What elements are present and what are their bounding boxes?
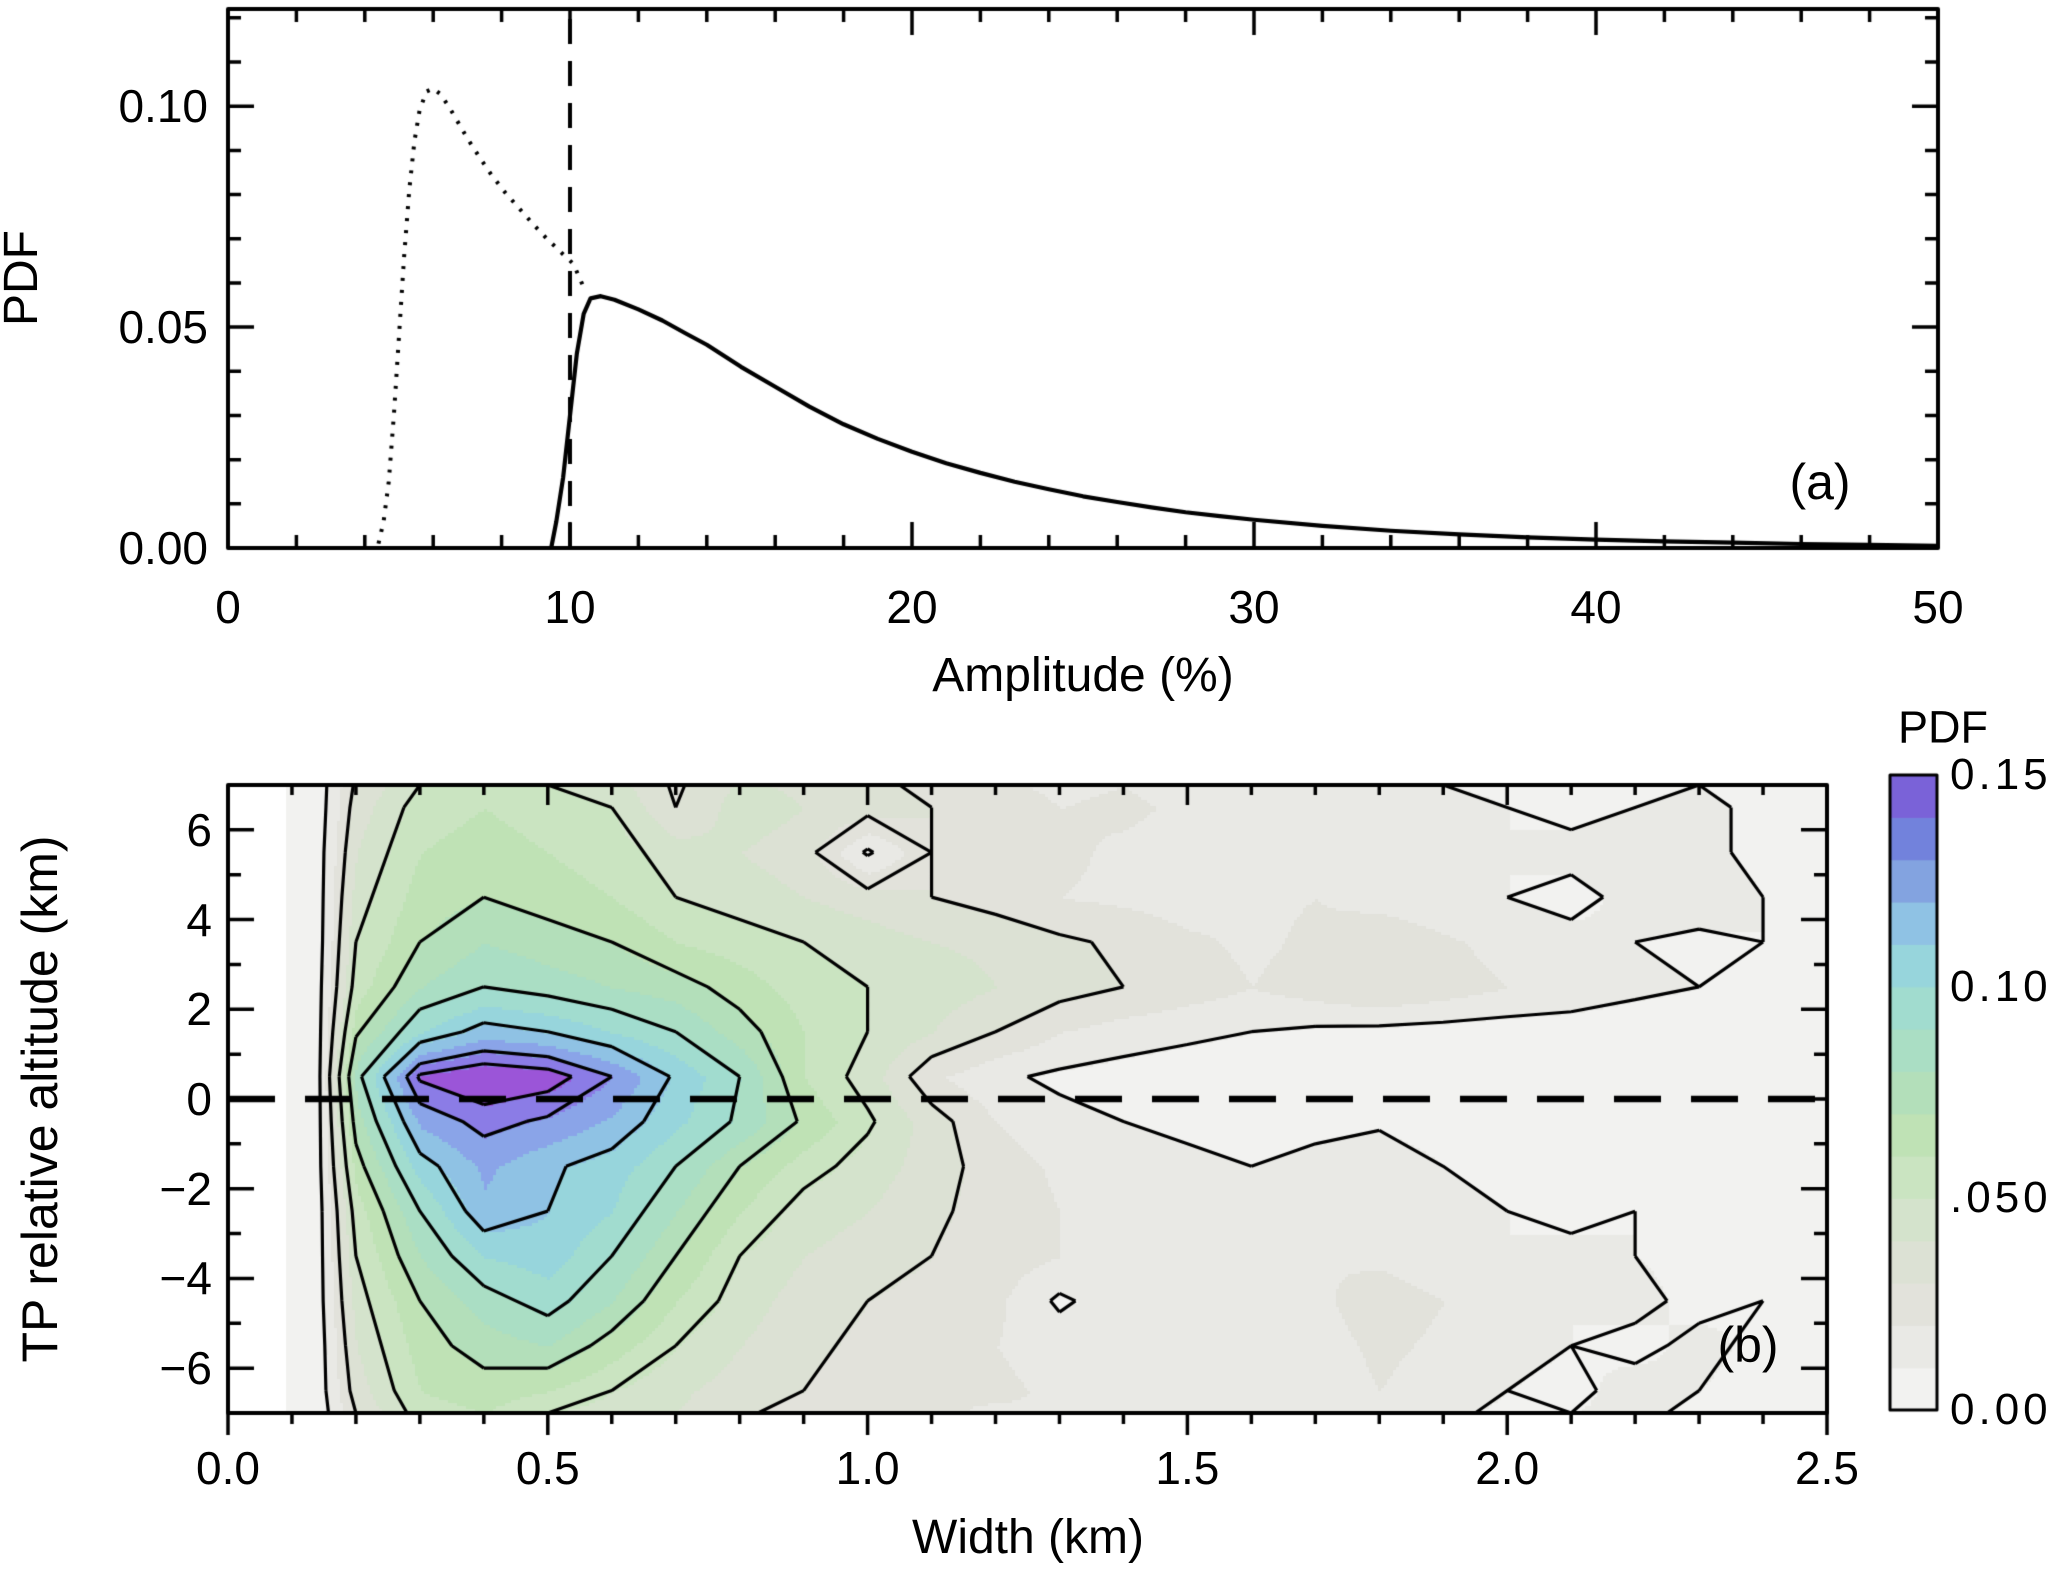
panel-b-x-tick-label: 2.5 <box>1795 1442 1859 1494</box>
panel-a-y-tick-label: 0.05 <box>118 301 208 354</box>
panel-b-x-tick-label: 2.0 <box>1475 1442 1540 1494</box>
panel-b-y-tick-label: 6 <box>186 803 212 856</box>
panel-b-x-tick-label: 0.5 <box>515 1442 580 1494</box>
panel-b-y-axis-title: TP relative altitude (km) <box>12 835 68 1363</box>
panel-b-x-tick-label: 0.0 <box>196 1442 260 1494</box>
panel-b-y-tick-label: −6 <box>159 1342 212 1395</box>
panel-a-y-tick-label: 0.10 <box>118 80 208 133</box>
panel-b-x-tick-label: 1.5 <box>1155 1442 1220 1494</box>
colorbar-tick-label: .050 <box>1950 1173 2052 1223</box>
panel-a-y-tick-label: 0.00 <box>118 522 208 574</box>
panel-a-x-tick-label: 0 <box>215 581 241 633</box>
panel-a-x-tick-label: 20 <box>886 581 938 633</box>
panel-a-x-tick-label: 10 <box>544 581 596 633</box>
panel-b-x-axis-title: Width (km) <box>912 1511 1144 1564</box>
colorbar-title: PDF <box>1898 701 1988 753</box>
panel-b-y-tick-label: −4 <box>159 1252 212 1305</box>
panel-a-label: (a) <box>1789 454 1851 510</box>
colorbar-tick-label: 0.15 <box>1950 750 2052 799</box>
panel-a-x-tick-label: 40 <box>1570 581 1622 633</box>
panel-b-x-tick-label: 1.0 <box>835 1442 900 1494</box>
panel-b-y-tick-label: 0 <box>186 1073 212 1125</box>
panel-a-x-axis-title: Amplitude (%) <box>932 649 1234 702</box>
panel-b-label: (b) <box>1717 1317 1779 1373</box>
panel-b-y-tick-label: 4 <box>186 893 212 946</box>
panel-a-y-axis-title: PDF <box>0 230 48 326</box>
panel-b-y-tick-label: 2 <box>186 983 212 1036</box>
panel-b-y-tick-label: −2 <box>159 1162 212 1215</box>
colorbar-tick-label: 0.00 <box>1950 1385 2052 1434</box>
panel-a-x-tick-label: 30 <box>1228 581 1280 633</box>
colorbar-tick-label: 0.10 <box>1950 961 2052 1011</box>
panel-a-x-tick-label: 50 <box>1912 581 1964 633</box>
